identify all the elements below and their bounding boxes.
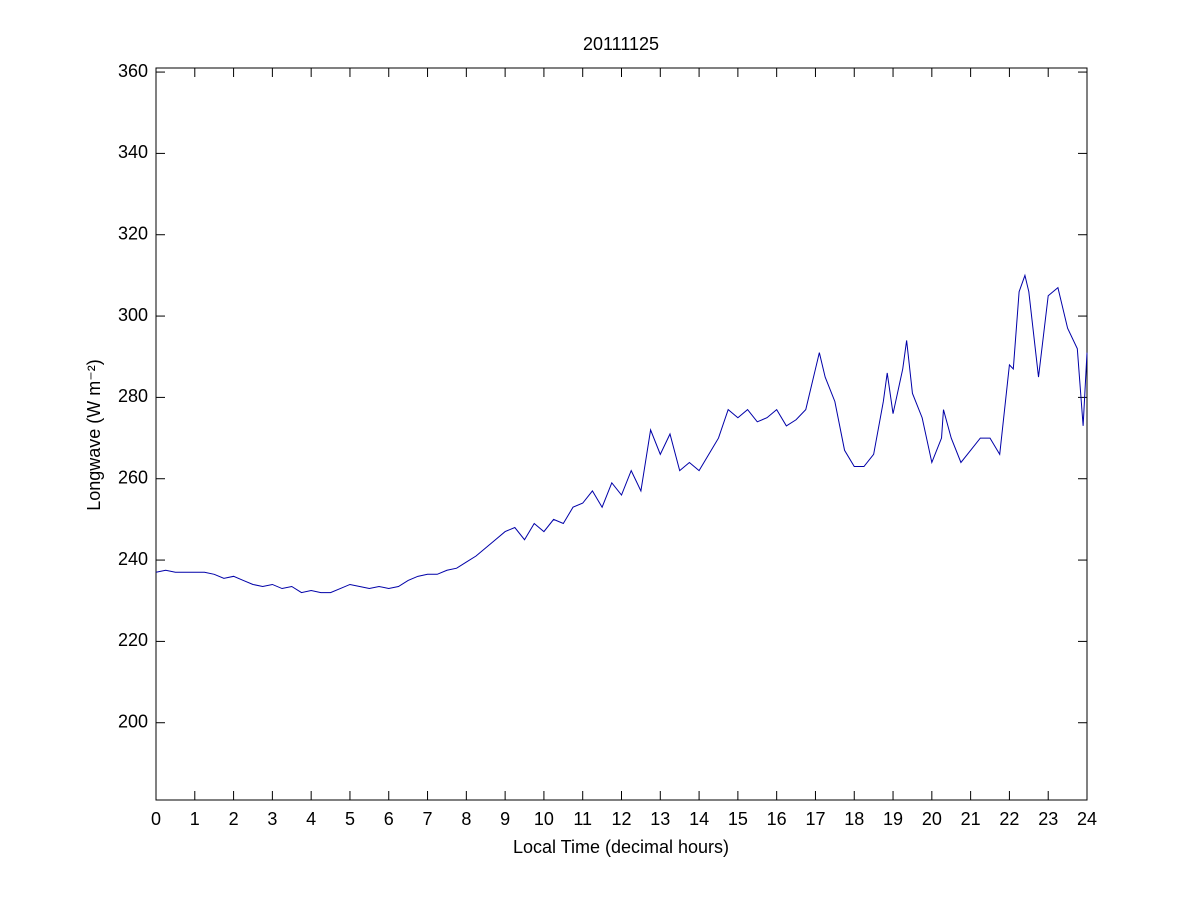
x-tick-label: 12 [611, 809, 631, 829]
chart-title: 20111125 [583, 34, 659, 54]
x-tick-label: 10 [534, 809, 554, 829]
y-tick-label: 320 [118, 223, 148, 243]
x-tick-label: 5 [345, 809, 355, 829]
y-tick-label: 280 [118, 386, 148, 406]
x-tick-label: 23 [1038, 809, 1058, 829]
y-tick-label: 340 [118, 142, 148, 162]
x-tick-label: 6 [384, 809, 394, 829]
y-tick-label: 240 [118, 549, 148, 569]
x-axis-label: Local Time (decimal hours) [513, 837, 729, 857]
y-tick-label: 200 [118, 711, 148, 731]
data-line [155, 273, 1088, 594]
x-tick-label: 16 [767, 809, 787, 829]
x-tick-label: 9 [500, 809, 510, 829]
x-tick-label: 11 [573, 809, 592, 829]
y-tick-label: 260 [118, 467, 148, 487]
x-tick-label: 20 [922, 809, 942, 829]
x-tick-label: 2 [229, 809, 239, 829]
plot-frame [155, 67, 1088, 801]
y-axis-label: Longwave (W m⁻²) [84, 359, 104, 511]
x-tick-label: 19 [883, 809, 903, 829]
x-tick-label: 22 [999, 809, 1019, 829]
x-tick-label: 18 [844, 809, 864, 829]
y-tick-label: 360 [118, 61, 148, 81]
x-tick-label: 13 [650, 809, 670, 829]
x-tick-label: 8 [461, 809, 471, 829]
x-tick-label: 21 [961, 809, 981, 829]
x-tick-label: 15 [728, 809, 748, 829]
x-tick-label: 14 [689, 809, 709, 829]
x-tick-label: 7 [423, 809, 433, 829]
x-tick-label: 3 [267, 809, 277, 829]
x-tick-label: 24 [1077, 809, 1097, 829]
y-tick-label: 220 [118, 630, 148, 650]
x-tick-label: 4 [306, 809, 316, 829]
x-tick-label: 0 [151, 809, 161, 829]
x-tick-label: 17 [805, 809, 825, 829]
y-tick-label: 300 [118, 305, 148, 325]
x-tick-label: 1 [190, 809, 200, 829]
